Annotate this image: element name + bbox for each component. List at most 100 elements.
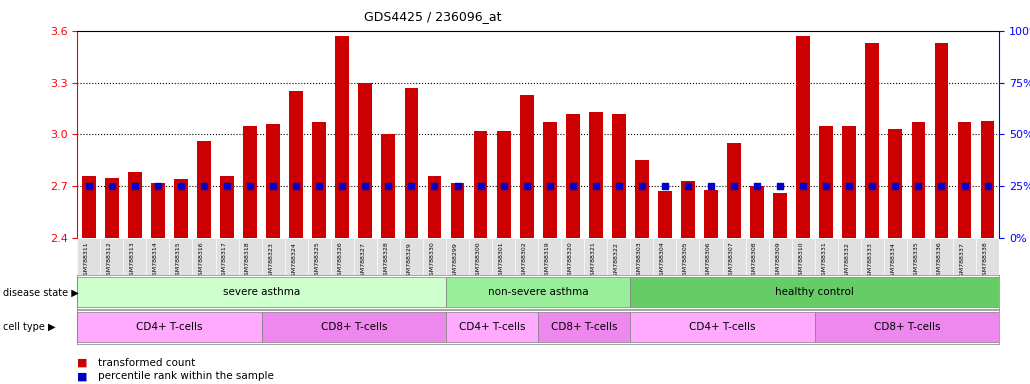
Text: GSM788323: GSM788323 [268, 242, 273, 280]
Point [449, 183, 466, 189]
Bar [220, 176, 234, 238]
Bar [958, 122, 971, 238]
Bar [381, 134, 396, 238]
Point [173, 183, 190, 189]
Bar [681, 181, 695, 238]
Bar [705, 190, 718, 238]
Point [956, 183, 972, 189]
Text: GSM788335: GSM788335 [914, 242, 919, 280]
Text: GSM788303: GSM788303 [637, 242, 642, 280]
Text: GSM788322: GSM788322 [614, 242, 619, 280]
Point [702, 183, 719, 189]
Point [542, 183, 558, 189]
Text: healthy control: healthy control [776, 287, 854, 297]
Point [149, 183, 166, 189]
Bar [243, 126, 258, 238]
Point [911, 183, 927, 189]
Point [380, 183, 397, 189]
Bar [774, 193, 787, 238]
Text: GSM788302: GSM788302 [521, 242, 526, 280]
Text: GSM788334: GSM788334 [890, 242, 895, 280]
Text: transformed count: transformed count [98, 358, 195, 368]
Bar [312, 122, 327, 238]
Text: GSM788316: GSM788316 [199, 242, 204, 279]
Point [887, 183, 903, 189]
Bar [128, 172, 142, 238]
Bar [889, 129, 902, 238]
Point [311, 183, 328, 189]
Bar [589, 112, 603, 238]
Text: GSM788312: GSM788312 [107, 242, 112, 280]
Point [426, 183, 443, 189]
Text: GSM788324: GSM788324 [291, 242, 297, 280]
Text: GSM788314: GSM788314 [152, 242, 158, 280]
Point [80, 183, 97, 189]
Point [104, 183, 121, 189]
Bar [266, 124, 280, 238]
Text: ■: ■ [77, 371, 88, 381]
Text: GSM788320: GSM788320 [568, 242, 573, 280]
Text: GSM788318: GSM788318 [245, 242, 250, 279]
Text: GSM788306: GSM788306 [706, 242, 711, 279]
Text: GSM788331: GSM788331 [821, 242, 826, 280]
Point [980, 183, 996, 189]
Text: disease state ▶: disease state ▶ [3, 288, 79, 298]
Bar [543, 122, 556, 238]
Point [726, 183, 743, 189]
Point [564, 183, 581, 189]
Point [357, 183, 374, 189]
Text: GSM788313: GSM788313 [130, 242, 135, 280]
Text: GSM788325: GSM788325 [314, 242, 319, 280]
Bar [565, 114, 580, 238]
FancyBboxPatch shape [630, 311, 815, 342]
FancyBboxPatch shape [538, 311, 630, 342]
Text: GSM788329: GSM788329 [407, 242, 411, 280]
Point [495, 183, 512, 189]
Text: GSM788328: GSM788328 [383, 242, 388, 280]
FancyBboxPatch shape [815, 311, 999, 342]
Bar [750, 186, 764, 238]
Bar [796, 36, 811, 238]
Text: GSM788332: GSM788332 [845, 242, 850, 280]
Point [265, 183, 281, 189]
Bar [843, 126, 856, 238]
Text: GSM788327: GSM788327 [360, 242, 366, 280]
Text: GSM788311: GSM788311 [83, 242, 89, 279]
Point [587, 183, 604, 189]
Point [127, 183, 143, 189]
Text: CD8+ T-cells: CD8+ T-cells [320, 322, 387, 332]
Bar [405, 88, 418, 238]
Point [933, 183, 950, 189]
Text: GSM788337: GSM788337 [960, 242, 964, 280]
Bar [865, 43, 880, 238]
FancyBboxPatch shape [446, 277, 630, 308]
Text: CD4+ T-cells: CD4+ T-cells [689, 322, 756, 332]
Bar [81, 176, 96, 238]
Text: GSM788319: GSM788319 [545, 242, 550, 280]
Point [242, 183, 259, 189]
Text: GSM788315: GSM788315 [176, 242, 181, 279]
Text: GSM788321: GSM788321 [591, 242, 595, 280]
Text: GSM788309: GSM788309 [776, 242, 780, 280]
Bar [981, 121, 995, 238]
Text: GDS4425 / 236096_at: GDS4425 / 236096_at [364, 10, 502, 23]
Text: percentile rank within the sample: percentile rank within the sample [98, 371, 274, 381]
Text: GSM788299: GSM788299 [452, 242, 457, 280]
Text: CD4+ T-cells: CD4+ T-cells [136, 322, 203, 332]
Bar [658, 191, 672, 238]
Text: non-severe asthma: non-severe asthma [488, 287, 588, 297]
Point [657, 183, 674, 189]
Point [818, 183, 834, 189]
FancyBboxPatch shape [77, 277, 446, 308]
Bar [612, 114, 626, 238]
Text: GSM788301: GSM788301 [499, 242, 504, 279]
Bar [151, 183, 165, 238]
Text: GSM788338: GSM788338 [983, 242, 988, 280]
Point [403, 183, 419, 189]
Text: GSM788305: GSM788305 [683, 242, 688, 279]
Text: CD4+ T-cells: CD4+ T-cells [458, 322, 525, 332]
Bar [289, 91, 303, 238]
Point [680, 183, 696, 189]
Point [842, 183, 858, 189]
Text: GSM788326: GSM788326 [337, 242, 342, 280]
